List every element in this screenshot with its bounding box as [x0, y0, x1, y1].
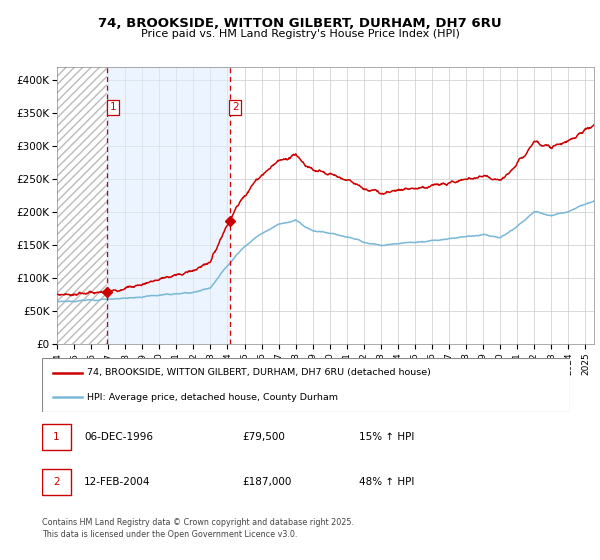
Bar [57, 67, 107, 344]
Text: £187,000: £187,000 [242, 477, 292, 487]
Text: 2: 2 [232, 102, 239, 113]
Text: 48% ↑ HPI: 48% ↑ HPI [359, 477, 414, 487]
Text: 06-DEC-1996: 06-DEC-1996 [84, 432, 153, 442]
Text: 74, BROOKSIDE, WITTON GILBERT, DURHAM, DH7 6RU: 74, BROOKSIDE, WITTON GILBERT, DURHAM, D… [98, 17, 502, 30]
Bar [107, 67, 230, 344]
Text: 12-FEB-2004: 12-FEB-2004 [84, 477, 151, 487]
Text: Price paid vs. HM Land Registry's House Price Index (HPI): Price paid vs. HM Land Registry's House … [140, 29, 460, 39]
Text: £79,500: £79,500 [242, 432, 286, 442]
Text: HPI: Average price, detached house, County Durham: HPI: Average price, detached house, Coun… [87, 393, 338, 402]
Text: 2: 2 [53, 477, 60, 487]
Text: Contains HM Land Registry data © Crown copyright and database right 2025.
This d: Contains HM Land Registry data © Crown c… [42, 518, 354, 539]
Text: 15% ↑ HPI: 15% ↑ HPI [359, 432, 414, 442]
FancyBboxPatch shape [42, 358, 570, 412]
Text: 1: 1 [53, 432, 60, 442]
Text: 74, BROOKSIDE, WITTON GILBERT, DURHAM, DH7 6RU (detached house): 74, BROOKSIDE, WITTON GILBERT, DURHAM, D… [87, 368, 431, 377]
FancyBboxPatch shape [42, 424, 71, 450]
FancyBboxPatch shape [42, 469, 71, 495]
Text: 1: 1 [109, 102, 116, 113]
